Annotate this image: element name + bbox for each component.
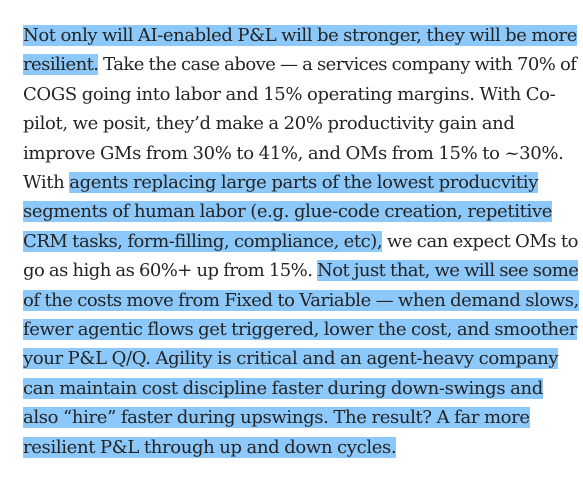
- highlighted-text[interactable]: fewer agentic flows get triggered, lower…: [23, 319, 578, 341]
- text-line: pilot, we posit, they’d make a 20% produ…: [23, 109, 573, 138]
- highlighted-text[interactable]: can maintain cost discipline faster duri…: [23, 377, 543, 399]
- text-line: of the costs move from Fixed to Variable…: [23, 286, 579, 315]
- plain-text[interactable]: pilot, we posit, they’d make a 20% produ…: [23, 113, 515, 135]
- text-line: Not only will AI-enabled P&L will be str…: [23, 21, 577, 50]
- text-line: go as high as 60%+ up from 15%. Not just…: [23, 256, 579, 285]
- text-line: segments of human labor (e.g. glue-code …: [23, 197, 573, 226]
- plain-text[interactable]: go as high as 60%+ up from 15%.: [23, 260, 318, 282]
- highlighted-text[interactable]: of the costs move from Fixed to Variable…: [23, 289, 579, 311]
- text-line: improve GMs from 30% to 41%, and OMs fro…: [23, 139, 573, 168]
- highlighted-text[interactable]: agents replacing large parts of the lowe…: [69, 172, 539, 194]
- text-line: CRM tasks, form-filling, compliance, etc…: [23, 227, 578, 256]
- text-line: With agents replacing large parts of the…: [23, 168, 573, 197]
- highlighted-text[interactable]: resilient.: [23, 54, 99, 76]
- highlighted-text[interactable]: Not just that, we will see some: [317, 260, 579, 282]
- text-line: fewer agentic flows get triggered, lower…: [23, 315, 578, 344]
- article-paragraph: Not only will AI-enabled P&L will be str…: [23, 21, 579, 462]
- highlighted-text[interactable]: your P&L Q/Q. Agility is critical and an…: [23, 348, 559, 370]
- highlighted-text[interactable]: also “hire” faster during upswings. The …: [23, 407, 530, 429]
- text-line: resilient P&L through up and down cycles…: [23, 433, 573, 462]
- highlighted-text[interactable]: Not only will AI-enabled P&L will be str…: [23, 25, 577, 46]
- highlighted-text[interactable]: resilient P&L through up and down cycles…: [23, 436, 397, 458]
- highlighted-text[interactable]: segments of human labor (e.g. glue-code …: [23, 201, 553, 223]
- plain-text[interactable]: improve GMs from 30% to 41%, and OMs fro…: [23, 142, 564, 164]
- plain-text[interactable]: With: [23, 172, 70, 194]
- text-line: your P&L Q/Q. Agility is critical and an…: [23, 344, 573, 373]
- plain-text[interactable]: we can expect OMs to: [382, 230, 579, 252]
- highlighted-text[interactable]: CRM tasks, form-filling, compliance, etc…: [23, 230, 383, 252]
- text-line: can maintain cost discipline faster duri…: [23, 374, 573, 403]
- plain-text[interactable]: Take the case above — a services company…: [98, 54, 577, 76]
- plain-text[interactable]: COGS going into labor and 15% operating …: [23, 83, 556, 105]
- text-line: resilient. Take the case above — a servi…: [23, 50, 577, 79]
- text-line: COGS going into labor and 15% operating …: [23, 80, 573, 109]
- text-line: also “hire” faster during upswings. The …: [23, 403, 573, 432]
